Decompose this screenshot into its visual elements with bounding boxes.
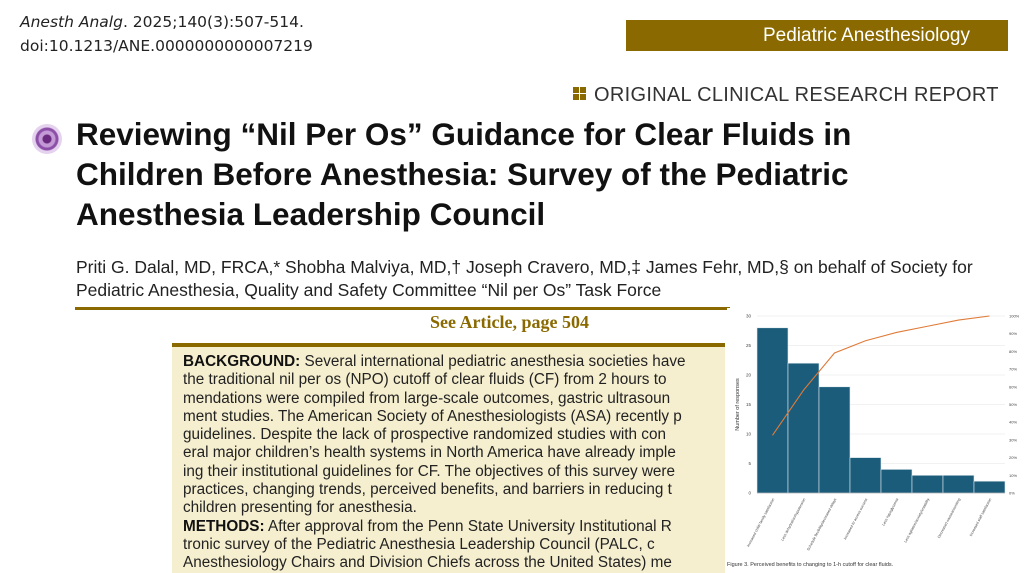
y2-tick-label: 70% <box>1009 367 1017 372</box>
abstract-text: After approval from the Penn State Unive… <box>264 517 672 535</box>
abstract-line: children presenting for anesthesia. <box>183 499 725 517</box>
report-type: ORIGINAL CLINICAL RESEARCH REPORT <box>573 84 999 107</box>
abstract-line: METHODS: After approval from the Penn St… <box>183 518 725 536</box>
y2-tick-label: 60% <box>1009 384 1017 389</box>
divider <box>75 307 730 310</box>
y2-tick-label: 10% <box>1009 473 1017 478</box>
citation: Anesth Analg. 2025;140(3):507-514. doi:1… <box>20 10 313 58</box>
y2-tick-label: 50% <box>1009 402 1017 407</box>
y-tick-label: 0 <box>748 491 751 496</box>
bar <box>756 327 789 494</box>
pareto-chart: 0 5 10 15 20 25 30 0% 10% 20% 30% 40% 50% 60% 70% 80% 90… <box>727 308 1024 573</box>
x-tick-label: Less agitation/anxiety/irritability <box>903 497 930 543</box>
cumulative-line <box>772 315 990 436</box>
abstract-text: Anesthesiology Chairs and Division Chief… <box>183 554 672 572</box>
bar <box>849 457 882 494</box>
y2-tick-label: 20% <box>1009 455 1017 460</box>
abstract-line: mendations were compiled from large-scal… <box>183 390 725 408</box>
x-tick-label: Decreased nausea/vomiting <box>937 498 961 539</box>
y2-tick-label: 100% <box>1009 314 1020 319</box>
abstract-text: tronic survey of the Pediatric Anesthesi… <box>183 535 655 553</box>
abstract-line: ing their institutional guidelines for C… <box>183 463 725 481</box>
y-tick-label: 25 <box>746 343 752 348</box>
abstract-line: eral major children’s health systems in … <box>183 444 725 462</box>
abstract-heading: BACKGROUND: <box>183 353 301 370</box>
abstract-text: ment studies. The American Society of An… <box>183 407 682 425</box>
y-tick-label: 5 <box>748 461 751 466</box>
y2-tick-label: 40% <box>1009 420 1017 425</box>
abstract-text: ing their institutional guidelines for C… <box>183 462 676 480</box>
abstract-line: ment studies. The American Society of An… <box>183 408 725 426</box>
authors: Priti G. Dalal, MD, FRCA,* Shobha Malviy… <box>76 257 973 300</box>
abstract-text: the traditional nil per os (NPO) cutoff … <box>183 371 667 389</box>
y2-tick-label: 80% <box>1009 349 1017 354</box>
journal-name: Anesth Analg <box>20 13 123 31</box>
y2-tick-label: 30% <box>1009 437 1017 442</box>
see-article-link[interactable]: See Article, page 504 <box>430 312 589 332</box>
y-tick-label: 30 <box>746 314 752 319</box>
y-tick-label: 20 <box>746 373 752 378</box>
abstract-line: tronic survey of the Pediatric Anesthesi… <box>183 536 725 554</box>
bar <box>880 469 913 494</box>
x-tick-label: Less dehydration/hypotension <box>780 498 806 542</box>
abstract-text: practices, changing trends, perceived be… <box>183 481 672 499</box>
y2-tick-label: 90% <box>1009 331 1017 336</box>
abstract-line: guidelines. Despite the lack of prospect… <box>183 426 725 444</box>
bar <box>818 386 851 494</box>
grid-square-icon <box>573 87 586 100</box>
report-type-label: ORIGINAL CLINICAL RESEARCH REPORT <box>594 84 999 106</box>
y2-tick-label: 0% <box>1009 491 1015 496</box>
abstract-line: Anesthesiology Chairs and Division Chief… <box>183 554 725 572</box>
x-tick-label: Increased staff satisfaction <box>969 498 992 537</box>
abstract-text: Several international pediatric anesthes… <box>300 353 686 370</box>
figure-caption: Figure 3. Perceived benefits to changing… <box>727 562 894 568</box>
abstract-text: guidelines. Despite the lack of prospect… <box>183 426 666 444</box>
podcast-icon[interactable] <box>32 124 62 154</box>
bar <box>911 475 944 494</box>
citation-volume: . 2025;140(3):507-514. <box>122 13 304 31</box>
abstract-text: children presenting for anesthesia. <box>183 499 417 517</box>
abstract: BACKGROUND: Several international pediat… <box>172 343 725 573</box>
y-tick-label: 15 <box>746 402 752 407</box>
y-axis-label: Number of responses <box>735 378 741 431</box>
abstract-text: eral major children’s health systems in … <box>183 444 676 462</box>
article-title: Reviewing “Nil Per Os” Guidance for Clea… <box>76 116 852 232</box>
x-tick-label: Less hypoglycemia <box>881 498 899 527</box>
bar <box>973 480 1006 494</box>
bar <box>787 362 820 494</box>
abstract-heading: METHODS: <box>183 517 265 535</box>
abstract-line: the traditional nil per os (NPO) cutoff … <box>183 371 725 389</box>
section-banner: Pediatric Anesthesiology <box>626 20 1008 51</box>
doi: doi:10.1213/ANE.0000000000007219 <box>20 37 313 55</box>
x-tick-label: Increased IV access success <box>843 497 868 540</box>
abstract-line: BACKGROUND: Several international pediat… <box>183 353 725 371</box>
y-tick-label: 10 <box>746 432 752 437</box>
abstract-text: mendations were compiled from large-scal… <box>183 389 671 407</box>
abstract-line: practices, changing trends, perceived be… <box>183 481 725 499</box>
bar <box>942 475 975 494</box>
x-tick-label: Schedule flexibility/decreased delays <box>806 497 837 551</box>
x-tick-label: Increased child/ family satisfaction <box>746 498 775 548</box>
